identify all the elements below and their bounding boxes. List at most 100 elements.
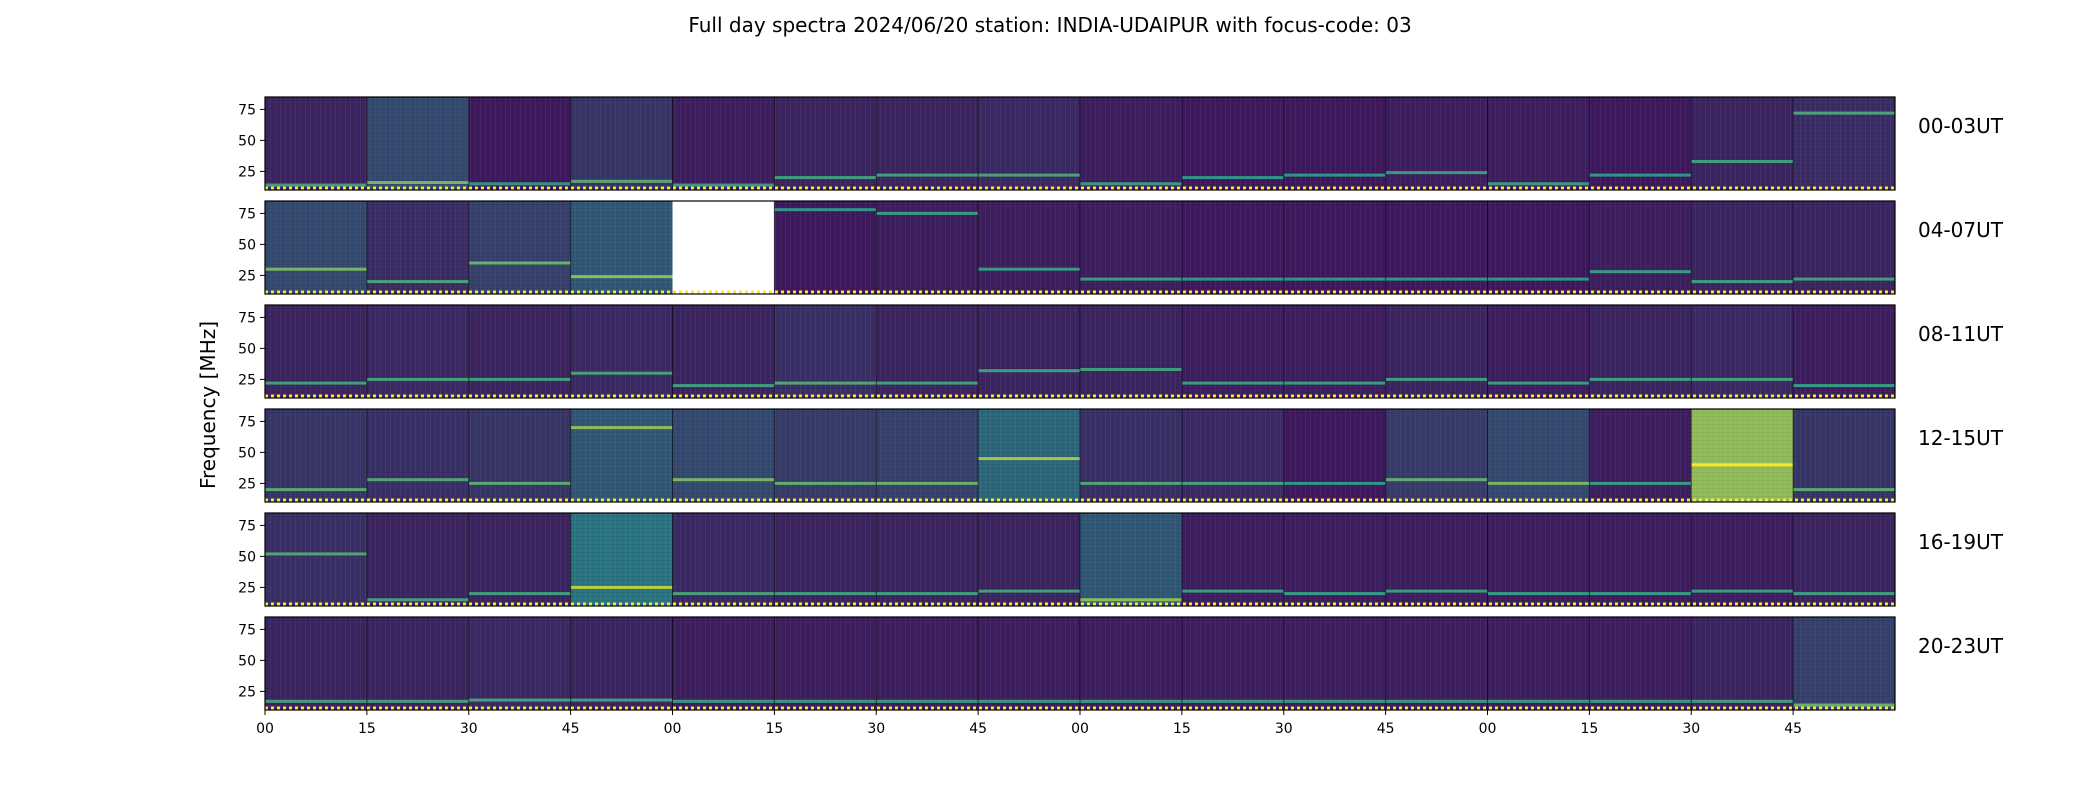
- panel-texture: [1793, 409, 1895, 502]
- x-tick-label: 00: [1071, 721, 1089, 737]
- panel-texture: [1080, 409, 1182, 502]
- emission-band: [978, 267, 1080, 271]
- emission-band: [876, 381, 979, 385]
- emission-band: [1283, 592, 1386, 596]
- emission-band: [570, 426, 673, 430]
- panel-texture: [978, 305, 1080, 398]
- panel-texture: [570, 201, 673, 294]
- panel-texture: [1385, 617, 1488, 710]
- emission-band: [1793, 488, 1895, 492]
- emission-band: [1793, 111, 1895, 115]
- emission-band: [265, 267, 367, 271]
- panel-texture: [570, 617, 673, 710]
- panel-texture: [1385, 305, 1488, 398]
- panel-texture: [1691, 201, 1794, 294]
- emission-band: [1080, 182, 1182, 186]
- y-tick-label: 75: [238, 414, 256, 430]
- panel-texture: [265, 201, 367, 294]
- emission-band: [1181, 589, 1284, 593]
- panel-texture: [876, 617, 979, 710]
- emission-band: [1589, 270, 1692, 274]
- emission-band: [1385, 277, 1488, 281]
- row-frame: [264, 408, 1896, 503]
- x-tick-label: 30: [1275, 721, 1293, 737]
- emission-band: [1691, 699, 1794, 703]
- panel-texture: [1487, 409, 1590, 502]
- panel-texture: [672, 617, 775, 710]
- emission-band: [1487, 381, 1590, 385]
- panel-texture: [774, 97, 877, 190]
- row-time-label: 12-15UT: [1918, 426, 2004, 450]
- emission-band: [366, 598, 469, 602]
- panel-texture: [672, 305, 775, 398]
- panel-texture: [1385, 97, 1488, 190]
- emission-band: [978, 589, 1080, 593]
- emission-band: [1283, 481, 1386, 485]
- emission-band: [570, 371, 673, 375]
- emission-band: [1283, 277, 1386, 281]
- panel-texture: [672, 97, 775, 190]
- emission-band: [1080, 699, 1182, 703]
- y-tick-label: 50: [238, 341, 256, 357]
- x-tick-label: 15: [765, 721, 783, 737]
- spectra-row: 25 50 75 00-03UT: [238, 96, 2004, 191]
- emission-band: [1385, 699, 1488, 703]
- emission-band: [1283, 381, 1386, 385]
- emission-band: [1080, 367, 1182, 371]
- panel-texture: [1080, 513, 1182, 606]
- spectra-row: 25 50 75 20-23UT: [238, 616, 2004, 711]
- emission-band: [1691, 280, 1794, 284]
- x-tick-label: 45: [1377, 721, 1395, 737]
- x-tick-label: 15: [1580, 721, 1598, 737]
- emission-band: [1589, 377, 1692, 381]
- emission-band: [570, 179, 673, 183]
- x-tick-label: 45: [562, 721, 580, 737]
- emission-band: [1385, 589, 1488, 593]
- emission-band: [1589, 173, 1692, 177]
- emission-band: [672, 478, 775, 482]
- emission-band: [1589, 481, 1692, 485]
- row-time-label: 16-19UT: [1918, 530, 2004, 554]
- spectra-row: 25 50 75 08-11UT: [238, 304, 2004, 399]
- emission-band: [672, 183, 775, 187]
- y-tick-label: 25: [238, 268, 256, 284]
- panel-texture: [1181, 97, 1284, 190]
- panel-texture: [1080, 97, 1182, 190]
- panel-texture: [468, 617, 571, 710]
- row-time-label: 04-07UT: [1918, 218, 2004, 242]
- emission-band: [672, 592, 775, 596]
- panel-texture: [366, 305, 469, 398]
- panel-texture: [1589, 409, 1692, 502]
- panel-texture: [672, 513, 775, 606]
- panel-texture: [366, 409, 469, 502]
- panel-texture: [1691, 409, 1794, 502]
- panel-texture: [265, 513, 367, 606]
- y-tick-label: 25: [238, 372, 256, 388]
- emission-band: [774, 592, 877, 596]
- emission-band: [468, 592, 571, 596]
- emission-band: [876, 699, 979, 703]
- y-tick-label: 50: [238, 237, 256, 253]
- emission-band: [1487, 699, 1590, 703]
- x-tick-label: 30: [867, 721, 885, 737]
- empty-panel: [672, 201, 775, 294]
- row-time-label: 20-23UT: [1918, 634, 2004, 658]
- panel-texture: [774, 409, 877, 502]
- emission-band: [265, 488, 367, 492]
- panel-texture: [1181, 409, 1284, 502]
- emission-band: [468, 698, 571, 702]
- panel-texture: [1793, 617, 1895, 710]
- emission-band: [1487, 182, 1590, 186]
- emission-band: [978, 173, 1080, 177]
- x-tick-label: 45: [1784, 721, 1802, 737]
- panel-texture: [1283, 617, 1386, 710]
- emission-band: [570, 275, 673, 279]
- row-time-label: 00-03UT: [1918, 114, 2004, 138]
- panel-texture: [468, 305, 571, 398]
- spectra-row: 25 50 75 12-15UT: [238, 408, 2004, 503]
- panel-texture: [1487, 617, 1590, 710]
- emission-band: [1793, 592, 1895, 596]
- panel-texture: [1181, 617, 1284, 710]
- panel-texture: [774, 513, 877, 606]
